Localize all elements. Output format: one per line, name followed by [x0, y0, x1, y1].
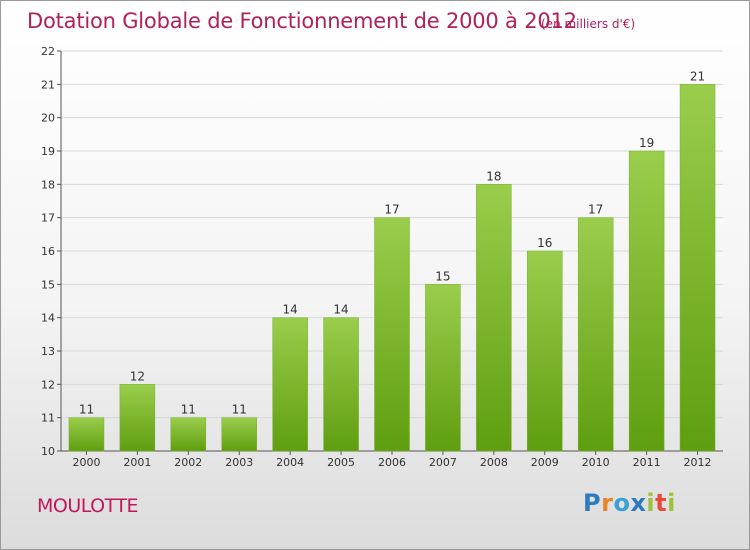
x-tick-label: 2010 [582, 456, 610, 469]
bar [628, 150, 665, 452]
y-tick-label: 21 [41, 78, 55, 91]
bar-value-label: 18 [486, 169, 501, 183]
y-tick-label: 20 [41, 112, 55, 125]
logo-letter: t [655, 489, 668, 517]
commune-name: MOULOTTE [37, 495, 139, 517]
y-tick-label: 16 [41, 245, 55, 258]
bar-value-label: 11 [181, 403, 196, 417]
logo-letter: r [601, 489, 614, 517]
bar-value-label: 16 [537, 236, 552, 250]
bar [323, 317, 359, 452]
bar-value-label: 11 [79, 403, 94, 417]
x-tick-label: 2002 [174, 456, 202, 469]
y-tick-label: 19 [41, 145, 55, 158]
bar-value-label: 11 [232, 403, 247, 417]
bar-value-label: 17 [384, 203, 399, 217]
bar-value-label: 14 [333, 303, 348, 317]
y-tick-label: 22 [41, 45, 55, 58]
bar [577, 217, 614, 452]
bar-value-label: 15 [435, 269, 450, 283]
x-tick-label: 2007 [429, 456, 457, 469]
logo-letter: i [646, 489, 656, 517]
bar [272, 317, 308, 452]
y-tick-label: 17 [41, 212, 55, 225]
bar-value-label: 21 [690, 69, 705, 83]
chart-title: Dotation Globale de Fonctionnement de 20… [27, 9, 577, 33]
bar [425, 284, 461, 452]
logo-letter: o [613, 489, 631, 517]
x-tick-label: 2009 [531, 456, 559, 469]
y-tick-label: 13 [41, 345, 55, 358]
bar [527, 250, 563, 452]
x-tick-label: 2012 [684, 456, 712, 469]
bar [119, 384, 156, 452]
bar [679, 84, 716, 452]
bar-value-label: 14 [283, 303, 298, 317]
bar-value-label: 17 [588, 203, 603, 217]
x-tick-label: 2003 [225, 456, 253, 469]
y-tick-label: 12 [41, 378, 55, 391]
bar-chart: 10 11 12 13 14 15 16 17 18 19 20 21 22 11 2000 12 2001 11… [41, 45, 723, 469]
bar [476, 184, 512, 452]
bars [68, 84, 716, 452]
x-tick-label: 2006 [378, 456, 406, 469]
bar [170, 417, 207, 452]
x-tick-label: 2008 [480, 456, 508, 469]
logo-letter: P [583, 489, 602, 517]
y-tick-label: 10 [41, 445, 55, 458]
y-tick-label: 14 [41, 312, 55, 325]
bar [374, 217, 410, 452]
x-tick-label: 2001 [123, 456, 151, 469]
y-tick-label: 18 [41, 178, 55, 191]
proxiti-logo: Proxiti [583, 489, 676, 517]
x-tick-label: 2011 [633, 456, 661, 469]
bar-value-label: 19 [639, 136, 654, 150]
bar-value-label: 12 [130, 369, 145, 383]
chart-unit: (en milliers d'€) [541, 17, 636, 31]
x-tick-label: 2005 [327, 456, 355, 469]
bar [221, 417, 257, 452]
y-tick-label: 11 [41, 412, 55, 425]
x-tick-label: 2004 [276, 456, 304, 469]
labels: 10 11 12 13 14 15 16 17 18 19 20 21 22 11 2000 12 2001 11… [41, 45, 712, 469]
bar [68, 417, 105, 452]
x-tick-label: 2000 [72, 456, 100, 469]
logo-letter: i [667, 489, 676, 517]
logo-letter: x [630, 489, 647, 517]
y-tick-label: 15 [41, 278, 55, 291]
